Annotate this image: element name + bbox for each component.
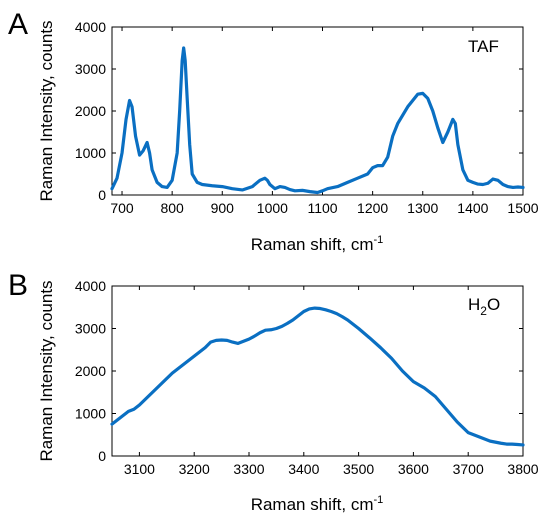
y-tick-label: 4000 [75, 278, 106, 294]
panel-b-x-axis-title: Raman shift, cm-1 [251, 494, 384, 514]
x-tick-label: 900 [211, 200, 235, 216]
panel-b-x-ticks: 3100 3200 3300 3400 3500 3600 3700 3800 [124, 286, 539, 477]
x-tick-label: 3600 [398, 461, 429, 477]
x-tick-label: 700 [110, 200, 134, 216]
panel-a-x-axis-title: Raman shift, cm-1 [251, 234, 384, 254]
x-tick-label: 1300 [407, 200, 438, 216]
panel-b-y-ticks: 0 1000 2000 3000 4000 [75, 278, 523, 464]
x-tick-label: 3200 [179, 461, 210, 477]
panel-a-y-axis-title: Raman Intensity, counts [37, 20, 56, 201]
panel-b-y-axis-title: Raman Intensity, counts [37, 280, 56, 461]
y-tick-label: 2000 [75, 363, 106, 379]
x-tick-label: 3400 [288, 461, 319, 477]
x-tick-label: 1500 [507, 200, 538, 216]
x-tick-label: 1100 [307, 200, 337, 216]
x-tick-label: 3300 [233, 461, 264, 477]
y-tick-label: 1000 [75, 406, 106, 422]
panel-a-annotation: TAF [468, 37, 499, 56]
x-tick-label: 3800 [507, 461, 538, 477]
x-tick-label: 800 [160, 200, 184, 216]
y-tick-label: 3000 [75, 61, 106, 77]
y-tick-label: 1000 [75, 145, 106, 161]
panel-b-annotation: H2O [468, 295, 500, 318]
panel-b: B 3100 3200 3300 3400 3500 3600 3700 3800 0 1000… [8, 269, 539, 514]
panel-a-label: A [8, 8, 28, 41]
x-tick-label: 3100 [124, 461, 155, 477]
panel-a-x-ticks: 700 800 900 1000 1100 1200 1300 1400 1500 [110, 27, 539, 216]
y-tick-label: 0 [98, 187, 106, 203]
panel-b-label: B [8, 269, 28, 302]
panel-a: A 700 800 900 1000 1100 1200 1300 1400 1500 0 100… [8, 8, 539, 254]
panel-a-y-ticks: 0 1000 2000 3000 4000 [75, 19, 523, 203]
y-tick-label: 3000 [75, 321, 106, 337]
panel-a-series-line [110, 46, 525, 195]
x-tick-label: 3700 [453, 461, 484, 477]
x-tick-label: 3500 [343, 461, 374, 477]
x-tick-label: 1400 [457, 200, 488, 216]
y-tick-label: 2000 [75, 103, 106, 119]
y-tick-label: 4000 [75, 19, 106, 35]
x-tick-label: 1200 [357, 200, 388, 216]
panel-b-series-line [110, 306, 525, 447]
x-tick-label: 1000 [257, 200, 288, 216]
y-tick-label: 0 [98, 448, 106, 464]
